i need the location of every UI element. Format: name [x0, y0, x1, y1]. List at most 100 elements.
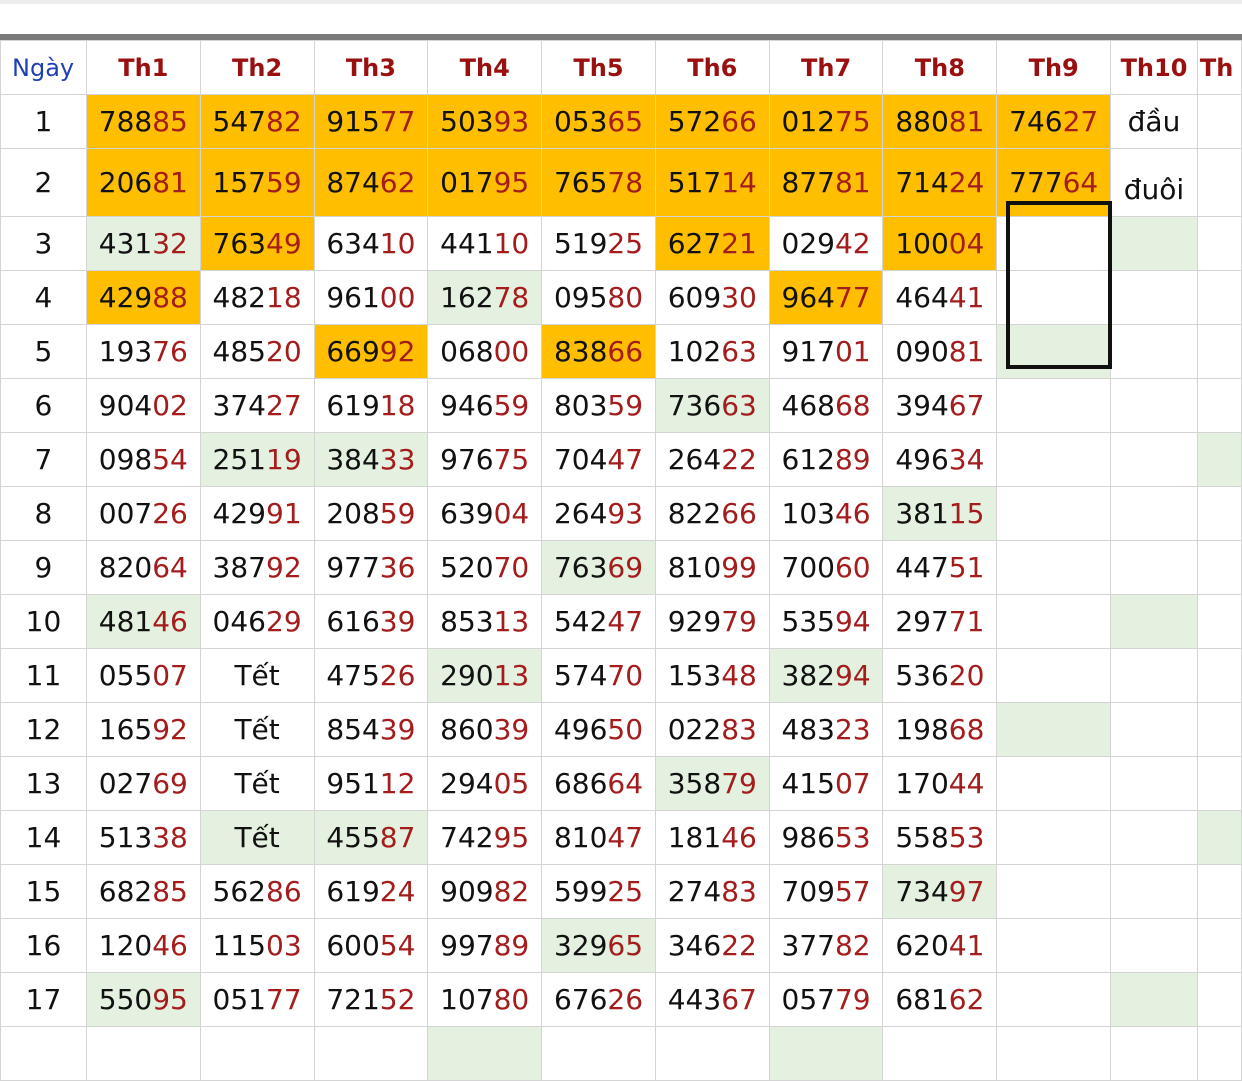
result-cell[interactable] [996, 810, 1112, 865]
result-cell[interactable]: 53594 [768, 594, 884, 649]
month-header[interactable]: Th6 [654, 40, 770, 95]
result-cell[interactable]: 06800 [427, 324, 543, 379]
result-cell[interactable]: 81099 [654, 540, 770, 595]
result-cell[interactable]: 39467 [882, 378, 998, 433]
result-cell[interactable]: 81047 [541, 810, 656, 865]
result-cell[interactable]: 20681 [85, 148, 201, 217]
result-cell[interactable]: 54247 [541, 594, 656, 649]
result-cell[interactable]: 48323 [768, 702, 884, 757]
result-cell[interactable] [1196, 702, 1242, 757]
result-cell[interactable]: 66992 [313, 324, 429, 379]
result-cell[interactable] [1196, 540, 1242, 595]
result-cell[interactable] [1196, 94, 1242, 149]
result-cell[interactable]: 12046 [85, 918, 201, 973]
result-cell[interactable]: 05365 [541, 94, 656, 149]
result-cell[interactable]: 18146 [654, 810, 770, 865]
result-cell[interactable]: 48146 [85, 594, 201, 649]
result-cell[interactable] [1196, 810, 1242, 865]
result-cell[interactable]: 86039 [427, 702, 543, 757]
result-cell[interactable]: 78885 [85, 94, 201, 149]
result-cell[interactable]: 38792 [199, 540, 315, 595]
result-cell[interactable]: 48520 [199, 324, 315, 379]
result-cell[interactable]: 19868 [882, 702, 998, 757]
result-cell[interactable]: 44110 [427, 216, 543, 271]
result-cell[interactable] [1196, 324, 1242, 379]
result-cell[interactable]: 68162 [882, 972, 998, 1027]
result-cell[interactable] [996, 702, 1112, 757]
result-cell[interactable]: 50393 [427, 94, 543, 149]
month-header[interactable]: Th5 [541, 40, 656, 95]
note-cell-duoi[interactable]: đuôi [1110, 148, 1198, 217]
month-header[interactable]: Th2 [199, 40, 315, 95]
day-column-header[interactable]: Ngày [0, 40, 87, 95]
result-cell[interactable]: 29771 [882, 594, 998, 649]
result-cell[interactable]: 55095 [85, 972, 201, 1027]
result-cell[interactable] [1196, 1026, 1242, 1081]
result-cell[interactable] [1110, 1026, 1198, 1081]
result-cell[interactable]: 98653 [768, 810, 884, 865]
result-cell[interactable]: 38294 [768, 648, 884, 703]
result-cell[interactable]: 44367 [654, 972, 770, 1027]
result-cell[interactable]: 85313 [427, 594, 543, 649]
result-cell[interactable]: 27483 [654, 864, 770, 919]
result-cell[interactable]: 70957 [768, 864, 884, 919]
month-header[interactable]: Th8 [882, 40, 998, 95]
result-cell[interactable]: 74627 [996, 94, 1112, 149]
result-cell[interactable]: 76578 [541, 148, 656, 217]
result-cell[interactable]: 87462 [313, 148, 429, 217]
result-cell[interactable]: 61918 [313, 378, 429, 433]
result-cell[interactable]: 05779 [768, 972, 884, 1027]
result-cell[interactable]: 68285 [85, 864, 201, 919]
result-cell[interactable] [996, 756, 1112, 811]
result-cell[interactable]: 96477 [768, 270, 884, 325]
result-cell[interactable] [996, 324, 1112, 379]
result-cell[interactable]: 02942 [768, 216, 884, 271]
result-cell[interactable] [1110, 648, 1198, 703]
result-cell[interactable]: 82266 [654, 486, 770, 541]
result-cell[interactable]: 62041 [882, 918, 998, 973]
result-cell[interactable]: 62721 [654, 216, 770, 271]
result-cell[interactable]: 57266 [654, 94, 770, 149]
result-cell[interactable]: 43132 [85, 216, 201, 271]
result-cell[interactable]: 20859 [313, 486, 429, 541]
result-cell[interactable]: 61924 [313, 864, 429, 919]
result-cell[interactable]: 00726 [85, 486, 201, 541]
result-cell[interactable] [1110, 270, 1198, 325]
result-cell[interactable] [1110, 216, 1198, 271]
result-cell[interactable]: 56286 [199, 864, 315, 919]
month-header[interactable]: Th1 [85, 40, 201, 95]
result-cell[interactable]: 76349 [199, 216, 315, 271]
result-cell[interactable] [1196, 216, 1242, 271]
result-cell[interactable] [1196, 270, 1242, 325]
result-cell[interactable]: 09854 [85, 432, 201, 487]
result-cell[interactable]: 60054 [313, 918, 429, 973]
result-cell[interactable]: 15759 [199, 148, 315, 217]
result-cell[interactable] [1110, 594, 1198, 649]
result-cell[interactable]: 10263 [654, 324, 770, 379]
result-cell[interactable] [1196, 648, 1242, 703]
result-cell[interactable] [1110, 864, 1198, 919]
result-cell[interactable] [1196, 148, 1242, 217]
result-cell[interactable]: 97736 [313, 540, 429, 595]
result-cell[interactable] [996, 1026, 1112, 1081]
result-cell[interactable] [996, 270, 1112, 325]
result-cell[interactable]: 90402 [85, 378, 201, 433]
result-cell[interactable]: 61289 [768, 432, 884, 487]
result-cell[interactable]: 87781 [768, 148, 884, 217]
result-cell[interactable] [1110, 432, 1198, 487]
result-cell[interactable]: 57470 [541, 648, 656, 703]
result-cell[interactable]: 34622 [654, 918, 770, 973]
result-cell[interactable] [1110, 540, 1198, 595]
result-cell[interactable] [1196, 756, 1242, 811]
result-cell[interactable]: 01275 [768, 94, 884, 149]
result-cell[interactable]: 05177 [199, 972, 315, 1027]
result-cell[interactable]: 74295 [427, 810, 543, 865]
result-cell[interactable]: 25119 [199, 432, 315, 487]
result-cell[interactable] [996, 378, 1112, 433]
month-header[interactable]: Th7 [768, 40, 884, 95]
result-cell[interactable]: 95112 [313, 756, 429, 811]
result-cell[interactable]: 82064 [85, 540, 201, 595]
result-cell[interactable] [1196, 378, 1242, 433]
holiday-cell[interactable]: Tết [199, 810, 315, 865]
result-cell[interactable] [996, 594, 1112, 649]
